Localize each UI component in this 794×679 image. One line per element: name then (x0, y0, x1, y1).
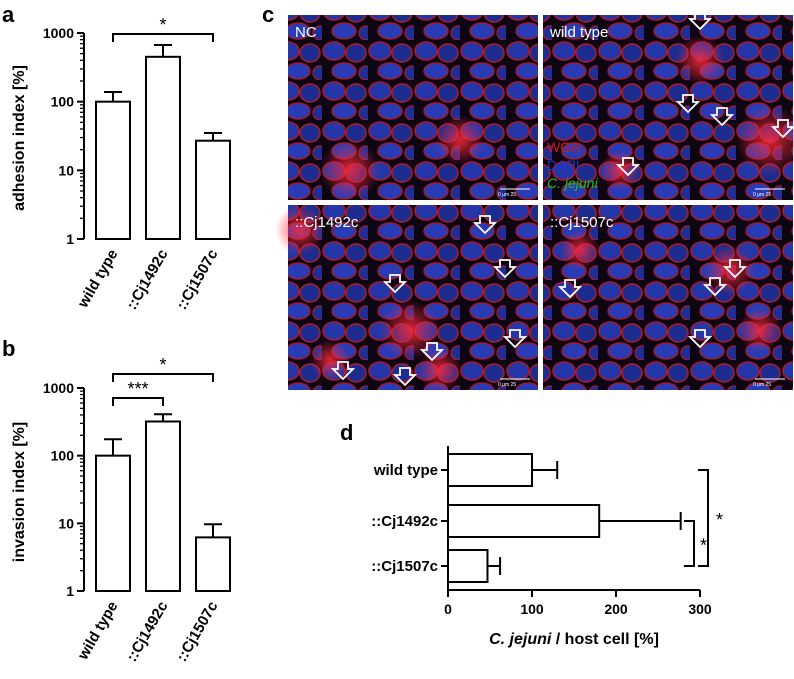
bar (447, 504, 601, 538)
micrograph-label: wild type (549, 24, 608, 41)
y-tick-label: 10 (58, 162, 74, 178)
x-tick-label: 0 (444, 601, 452, 617)
arrow-marker (382, 274, 408, 294)
micrograph-image (543, 15, 793, 200)
scale-bar-label: 0 μm 25 (753, 382, 771, 388)
panel-letter-d: d (340, 420, 353, 445)
significance-label: * (159, 15, 166, 35)
category-label: wild type (74, 599, 121, 664)
legend-wga: WGA (547, 139, 581, 155)
arrow-marker (702, 277, 728, 297)
wga-signal (738, 308, 782, 352)
y-tick-label: 100 (51, 94, 75, 110)
significance-bracket (684, 520, 695, 567)
category-label: ::Cj1507c (173, 247, 221, 313)
micrograph-2: wild type 0 μm 25 (543, 11, 794, 200)
significance-label: * (159, 355, 166, 375)
wga-signal (310, 340, 350, 380)
category-label: ::Cj1492c (371, 513, 438, 530)
cells-x-axis-title-rest: / host cell [%] (551, 631, 659, 648)
micrograph-label: ::Cj1507c (550, 214, 614, 231)
bar (145, 420, 181, 593)
arrow-marker (687, 11, 713, 31)
cells-per-host-chart: C. jejuni / host cell [%] 0 100 200 300 wild… (371, 446, 723, 648)
category-label: ::Cj1492c (123, 247, 171, 313)
panel-letter-a: a (2, 2, 15, 27)
legend-cjejuni: C. jejuni (547, 175, 598, 191)
bar (195, 536, 231, 592)
category-label: ::Cj1507c (173, 599, 221, 665)
arrow-marker (492, 259, 518, 279)
significance-bracket (112, 373, 214, 382)
category-label: wild type (373, 462, 438, 479)
y-tick-label: 1000 (43, 380, 74, 396)
x-tick-label: 200 (604, 601, 628, 617)
wga-signal (418, 348, 462, 392)
arrow-marker (675, 94, 701, 114)
scale-bar-label: 0 μm 25 (498, 192, 516, 198)
arrow-marker (687, 329, 713, 349)
wga-signal (380, 300, 440, 360)
significance-label: *** (127, 379, 148, 399)
bar (95, 100, 131, 240)
invasion-y-axis-title: invasion index [%] (11, 422, 28, 562)
significance-label: * (716, 510, 723, 530)
significance-label: * (700, 536, 707, 556)
wga-signal (735, 105, 794, 175)
category-label: wild type (74, 247, 121, 312)
y-tick-label: 100 (51, 448, 75, 464)
arrow-marker (392, 367, 418, 387)
bar (195, 139, 231, 241)
x-tick-label: 300 (688, 601, 712, 617)
x-tick-label: 100 (520, 601, 544, 617)
micrograph-label: ::Cj1492c (295, 214, 359, 231)
wga-signal (275, 205, 325, 255)
micrograph-label: NC (295, 24, 317, 41)
bar (447, 549, 489, 583)
bar (447, 453, 533, 487)
category-label: ::Cj1492c (123, 599, 171, 665)
arrow-marker (419, 342, 445, 362)
scale-bar-label: 0 μm 25 (498, 382, 516, 388)
arrow-marker (502, 329, 528, 349)
significance-bracket (112, 397, 164, 406)
wga-signal (675, 35, 725, 85)
arrow-marker (722, 259, 748, 279)
y-tick-label: 1 (66, 583, 74, 599)
adhesion-y-axis-title: adhesion index [%] (11, 65, 28, 211)
arrow-marker (472, 215, 498, 235)
micrograph-1: NC 0 μm 25 (288, 15, 538, 200)
wga-signal (435, 115, 485, 165)
category-label: ::Cj1507c (371, 558, 438, 575)
legend-dapi: DAPI (547, 157, 580, 173)
wga-signal (705, 245, 755, 295)
wga-signal (560, 230, 600, 270)
y-tick-label: 10 (58, 515, 74, 531)
arrow-marker (557, 279, 583, 299)
cells-x-axis-title: C. jejuni / host cell [%] (489, 631, 659, 648)
significance-bracket (698, 469, 709, 567)
arrow-marker (615, 157, 641, 177)
significance-bracket (112, 33, 214, 42)
cells-x-axis-title-italic: C. jejuni (489, 631, 552, 648)
arrow-marker (709, 107, 735, 127)
y-tick-label: 1 (66, 231, 74, 247)
bar (95, 454, 131, 592)
wga-signal (320, 140, 380, 200)
panel-letter-c: c (262, 2, 274, 27)
bar (145, 55, 181, 240)
y-tick-label: 1000 (43, 25, 74, 41)
scale-bar-label: 0 μm 25 (753, 192, 771, 198)
panel-letter-b: b (2, 336, 15, 361)
wga-signal (600, 150, 640, 190)
arrow-marker (330, 361, 356, 381)
arrow-marker (770, 119, 794, 139)
